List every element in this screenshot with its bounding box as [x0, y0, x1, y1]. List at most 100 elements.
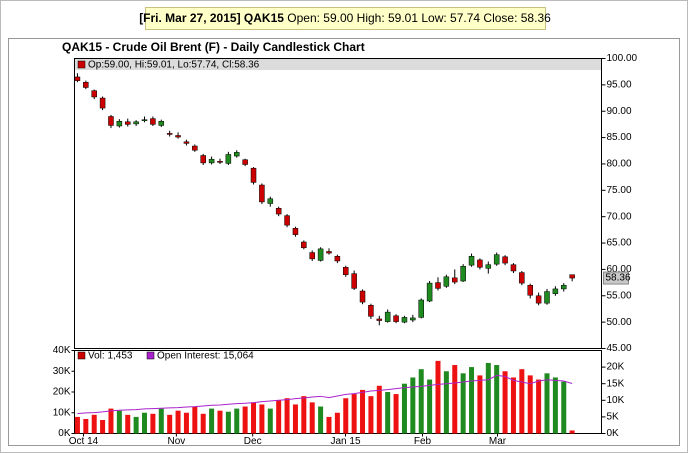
candle-body: [393, 315, 399, 322]
candle-body: [418, 299, 424, 318]
volume-bar: [368, 396, 374, 434]
volume-bar: [385, 392, 391, 434]
y-tick-label: 50.00: [607, 317, 632, 328]
y-tick-label: 95.00: [607, 80, 632, 91]
volume-bar: [116, 410, 122, 434]
volume-bar: [276, 400, 282, 434]
y-tick-label: 75.00: [607, 185, 632, 196]
candle-body: [510, 264, 517, 272]
x-tick-label: Dec: [244, 436, 262, 447]
candle-body: [234, 152, 240, 157]
volume-bar: [502, 371, 508, 434]
volume-bar: [393, 394, 399, 434]
volume-bar: [343, 398, 349, 434]
price-plot: [74, 58, 602, 349]
volume-bar: [200, 413, 206, 434]
volume-bar: [435, 360, 441, 434]
volume-bar: [544, 373, 550, 434]
candle-body: [317, 248, 324, 261]
candle-body: [485, 264, 492, 269]
candle-body: [326, 251, 332, 254]
candle-body: [133, 121, 139, 125]
volume-bar: [217, 410, 223, 434]
price-legend-swatch: [77, 60, 86, 69]
volume-bar: [242, 406, 248, 434]
y2-tick-label: 10K: [607, 395, 625, 406]
candle-body: [301, 241, 307, 249]
volume-bar: [251, 402, 257, 434]
volume-bar: [460, 373, 466, 434]
volume-bar: [309, 402, 315, 434]
candle-body: [426, 282, 433, 302]
candle-body: [116, 120, 123, 127]
y-tick-label: 20K: [53, 387, 71, 398]
y2-tick-label: 5K: [607, 412, 620, 423]
volume-bar: [100, 420, 106, 434]
x-tick-label: Nov: [167, 436, 185, 447]
candle-body: [343, 267, 349, 275]
candle-body: [192, 145, 198, 151]
header: [Fri. Mar 27, 2015] QAK15 Open: 59.00 Hi…: [139, 11, 551, 25]
candle-body: [250, 167, 257, 183]
candle-body: [284, 215, 290, 226]
candle-body: [91, 90, 97, 98]
y-tick-label: 40K: [53, 345, 71, 356]
candle-body: [561, 284, 567, 290]
candle-body: [158, 120, 165, 126]
volume-bar: [552, 377, 558, 434]
candle-body: [502, 256, 508, 264]
volume-bar: [536, 379, 542, 434]
header-symbol: [Fri. Mar 27, 2015] QAK15: [139, 11, 284, 25]
volume-bar: [569, 430, 575, 434]
volume-bar: [74, 416, 80, 434]
volume-bar: [91, 414, 97, 434]
volume-bar: [175, 410, 181, 434]
candle-body: [259, 184, 265, 203]
volume-bar: [125, 414, 131, 434]
volume-bar: [469, 367, 475, 434]
candle-body: [166, 133, 173, 135]
volume-bar: [318, 406, 324, 434]
volume-bar: [443, 371, 449, 434]
candle-body: [74, 76, 81, 81]
candle-body: [527, 284, 533, 296]
candle-body: [493, 254, 500, 265]
candle-body: [124, 121, 131, 125]
volume-bar: [234, 408, 240, 434]
volume-bar: [351, 394, 357, 434]
volume-bar: [192, 406, 198, 434]
x-tick-label: Feb: [414, 436, 432, 447]
volume-bar: [301, 396, 307, 434]
candle-body: [544, 291, 550, 304]
x-tick-label: Jan 15: [330, 436, 360, 447]
y-tick-label: 80.00: [607, 159, 632, 170]
candle-body: [359, 290, 366, 303]
candle-body: [225, 154, 232, 164]
volume-bar: [167, 414, 173, 434]
candle-body: [569, 274, 575, 279]
volume-bar: [108, 408, 114, 434]
volume-bar: [150, 413, 156, 434]
last-price-label: 58.36: [606, 273, 631, 284]
volume-bar: [494, 365, 500, 434]
volume-bar: [259, 404, 265, 434]
y-tick-label: 85.00: [607, 132, 632, 143]
candle-body: [351, 273, 357, 289]
volume-bar: [477, 375, 483, 434]
candle-body: [267, 198, 274, 204]
last-price-box: [603, 271, 629, 285]
volume-bar: [561, 381, 567, 434]
x-tick-label: Oct 14: [69, 436, 99, 447]
y2-tick-label: 20K: [607, 362, 625, 373]
volume-bar: [360, 389, 366, 434]
candle-body: [368, 305, 374, 317]
y-tick-label: 60.00: [607, 264, 632, 275]
candle-body: [292, 228, 299, 235]
chart-title: QAK15 - Crude Oil Brent (F) - Daily Cand…: [62, 40, 365, 54]
candle-body: [309, 252, 315, 260]
y-tick-label: 100.00: [607, 53, 638, 64]
volume-bar: [418, 369, 424, 434]
volume-bar: [183, 412, 189, 434]
candle-body: [334, 255, 341, 262]
candle-body: [435, 282, 441, 289]
